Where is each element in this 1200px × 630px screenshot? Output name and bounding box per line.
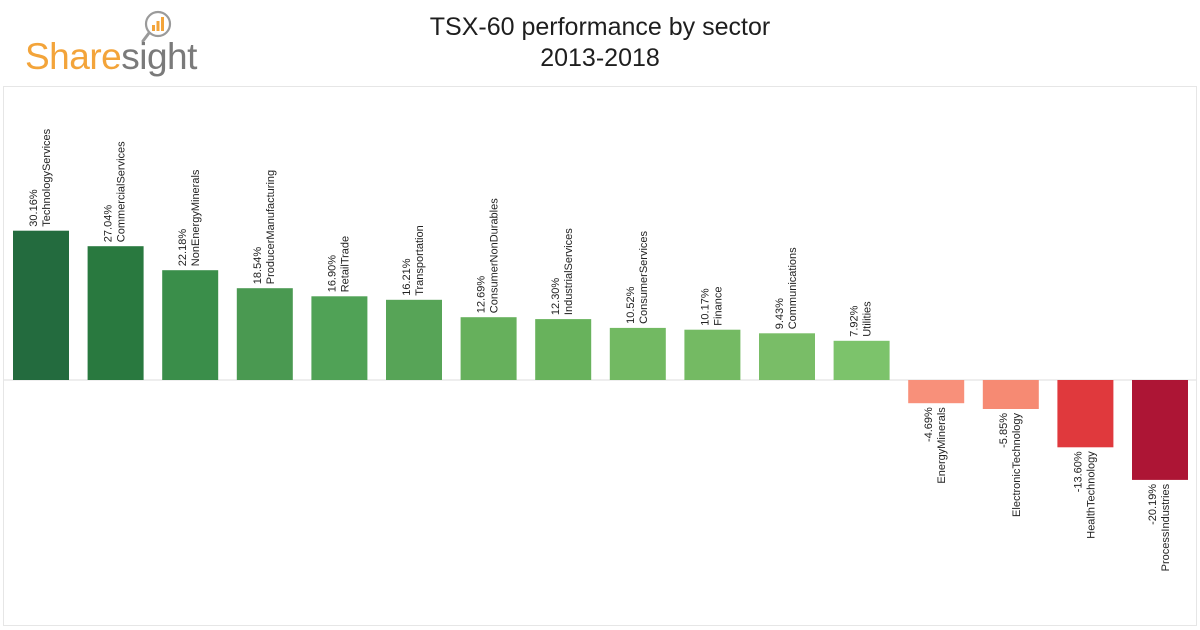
bar-ElectronicTechnology[interactable]	[982, 380, 1039, 409]
bar-label-NonEnergyMinerals: 22.18% NonEnergyMinerals	[177, 169, 202, 266]
bar-label-EnergyMinerals: -4.69% EnergyMinerals	[923, 407, 948, 484]
category-label: TechnologyServices	[41, 128, 53, 226]
data-label: 12.69%	[476, 276, 488, 314]
category-label: ProducerManufacturing	[265, 170, 277, 284]
bar-Communications[interactable]	[759, 333, 815, 380]
data-label: 27.04%	[103, 205, 115, 243]
data-label: 10.52%	[625, 286, 637, 324]
data-label: -13.60%	[1072, 451, 1084, 492]
bar-ConsumerServices[interactable]	[609, 327, 666, 380]
category-label: HealthTechnology	[1085, 451, 1097, 539]
category-label: RetailTrade	[339, 236, 351, 292]
bar-label-HealthTechnology: -13.60% HealthTechnology	[1072, 451, 1097, 539]
bar-label-RetailTrade: 16.90% RetailTrade	[326, 236, 351, 292]
category-label: ElectronicTechnology	[1011, 413, 1023, 517]
category-label: Utilities	[862, 301, 874, 337]
bar-EnergyMinerals[interactable]	[908, 380, 965, 404]
category-label: ProcessIndustries	[1160, 483, 1172, 571]
bar-label-IndustrialServices: 12.30% IndustrialServices	[550, 228, 575, 315]
data-label: 18.54%	[252, 247, 264, 285]
data-label: 30.16%	[28, 189, 40, 227]
data-label: 10.17%	[699, 288, 711, 326]
bar-label-ProcessIndustries: -20.19% ProcessIndustries	[1147, 483, 1172, 571]
bar-Transportation[interactable]	[386, 299, 442, 380]
bar-RetailTrade[interactable]	[311, 296, 368, 380]
category-label: ConsumerServices	[638, 230, 650, 323]
logo-wordmark: Sharesight	[25, 36, 197, 78]
category-label: NonEnergyMinerals	[190, 169, 202, 266]
category-label: Finance	[712, 287, 724, 326]
data-label: 12.30%	[550, 278, 562, 316]
bar-ProducerManufacturing[interactable]	[236, 288, 293, 380]
bar-label-Finance: 10.17% Finance	[699, 287, 724, 326]
bar-label-ElectronicTechnology: -5.85% ElectronicTechnology	[998, 413, 1023, 517]
bar-label-Transportation: 16.21% Transportation	[401, 225, 426, 296]
bar-CommercialServices[interactable]	[87, 246, 144, 380]
bar-label-ProducerManufacturing: 18.54% ProducerManufacturing	[252, 170, 277, 284]
bar-ProcessIndustries[interactable]	[1132, 380, 1188, 480]
chart-title: TSX-60 performance by sector	[429, 13, 771, 41]
data-label: -20.19%	[1147, 484, 1159, 525]
category-label: IndustrialServices	[563, 228, 575, 315]
data-label: 16.21%	[401, 258, 413, 296]
data-label: 16.90%	[326, 255, 338, 293]
bar-label-TechnologyServices: 30.16% TechnologyServices	[28, 128, 53, 226]
logo-part-sight: sight	[121, 36, 197, 77]
data-label: -4.69%	[923, 407, 935, 442]
bar-IndustrialServices[interactable]	[535, 319, 592, 380]
data-label: 9.43%	[774, 298, 786, 329]
data-label: 22.18%	[177, 229, 189, 267]
bar-label-ConsumerServices: 10.52% ConsumerServices	[625, 230, 650, 323]
bar-Utilities[interactable]	[833, 340, 890, 380]
sharesight-logo: Sharesight	[22, 8, 197, 78]
category-label: ConsumerNonDurables	[489, 198, 501, 313]
category-label: CommercialServices	[116, 141, 128, 242]
bar-TechnologyServices[interactable]	[13, 230, 69, 380]
magnifier-chart-icon	[141, 10, 172, 43]
category-label: Transportation	[414, 225, 426, 296]
bar-NonEnergyMinerals[interactable]	[162, 270, 219, 380]
bar-label-CommercialServices: 27.04% CommercialServices	[103, 141, 128, 242]
chart-subtitle: 2013-2018	[540, 44, 660, 72]
bar-label-Utilities: 7.92% Utilities	[849, 301, 874, 337]
category-label: Communications	[787, 247, 799, 329]
bar-label-Communications: 9.43% Communications	[774, 247, 799, 329]
chart-title-block: TSX-60 performance by sector 2013-2018	[300, 12, 900, 74]
data-label: -5.85%	[998, 413, 1010, 448]
category-label: EnergyMinerals	[936, 407, 948, 484]
bar-HealthTechnology[interactable]	[1057, 380, 1114, 448]
data-label: 7.92%	[849, 305, 861, 336]
logo-part-share: Share	[25, 36, 122, 77]
bar-Finance[interactable]	[684, 329, 741, 380]
bar-ConsumerNonDurables[interactable]	[460, 317, 517, 380]
bar-label-ConsumerNonDurables: 12.69% ConsumerNonDurables	[476, 198, 501, 313]
chart-frame	[3, 86, 1197, 626]
